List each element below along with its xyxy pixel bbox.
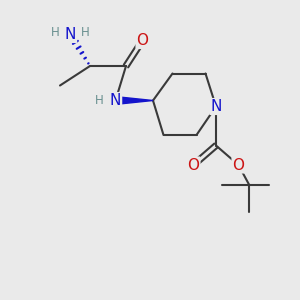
Text: H: H bbox=[80, 26, 89, 40]
Text: N: N bbox=[110, 93, 121, 108]
Text: N: N bbox=[65, 27, 76, 42]
Text: H: H bbox=[51, 26, 60, 40]
Polygon shape bbox=[116, 97, 153, 104]
Text: O: O bbox=[188, 158, 200, 172]
Text: N: N bbox=[210, 99, 222, 114]
Text: O: O bbox=[232, 158, 244, 172]
Text: O: O bbox=[136, 33, 148, 48]
Text: H: H bbox=[94, 94, 103, 107]
